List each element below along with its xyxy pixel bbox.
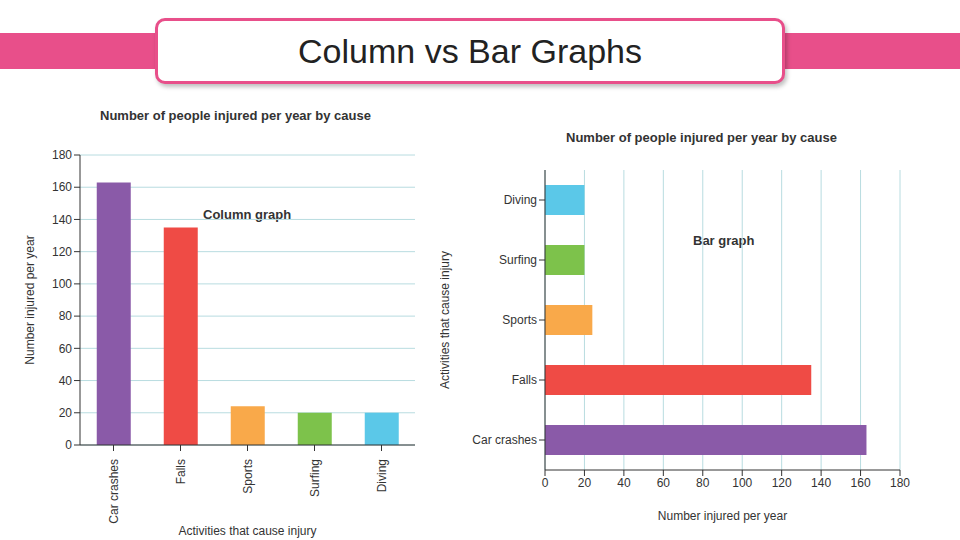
svg-text:0: 0 [542, 476, 549, 490]
svg-text:100: 100 [732, 476, 752, 490]
html-text:Number of people injured per y: Number of people injured per year by cau… [100, 108, 371, 123]
svg-text:120: 120 [52, 245, 72, 259]
html-text:Bar graph: Bar graph [693, 233, 755, 248]
svg-text:80: 80 [696, 476, 710, 490]
svg-text:Activities that cause injury: Activities that cause injury [440, 251, 452, 389]
svg-text:Car crashes: Car crashes [107, 459, 121, 524]
svg-text:Sports: Sports [502, 313, 537, 327]
svg-text:Falls: Falls [174, 459, 188, 484]
svg-text:180: 180 [52, 148, 72, 162]
svg-text:20: 20 [59, 406, 73, 420]
svg-text:40: 40 [617, 476, 631, 490]
svg-text:Falls: Falls [512, 373, 537, 387]
svg-text:140: 140 [52, 213, 72, 227]
svg-text:Number injured per year: Number injured per year [23, 235, 37, 364]
svg-text:140: 140 [811, 476, 831, 490]
html-text:Column vs Bar Graphs: Column vs Bar Graphs [298, 31, 642, 70]
svg-text:160: 160 [52, 180, 72, 194]
svg-text:Diving: Diving [504, 193, 537, 207]
svg-text:20: 20 [578, 476, 592, 490]
svg-text:Number injured per year: Number injured per year [658, 509, 787, 523]
svg-text:120: 120 [772, 476, 792, 490]
svg-text:60: 60 [657, 476, 671, 490]
svg-text:0: 0 [65, 438, 72, 452]
svg-text:Surfing: Surfing [308, 459, 322, 497]
svg-text:Car crashes: Car crashes [472, 433, 537, 447]
html-text:Number of people injured per y: Number of people injured per year by cau… [566, 130, 837, 145]
svg-text:Sports: Sports [241, 459, 255, 494]
svg-text:100: 100 [52, 277, 72, 291]
svg-text:Diving: Diving [375, 459, 389, 492]
svg-text:40: 40 [59, 374, 73, 388]
svg-text:Surfing: Surfing [499, 253, 537, 267]
svg-text:80: 80 [59, 309, 73, 323]
svg-text:160: 160 [851, 476, 871, 490]
html-text:Column graph: Column graph [203, 207, 292, 222]
svg-text:Activities that cause injury: Activities that cause injury [178, 524, 316, 538]
svg-text:180: 180 [890, 476, 910, 490]
svg-text:60: 60 [59, 342, 73, 356]
